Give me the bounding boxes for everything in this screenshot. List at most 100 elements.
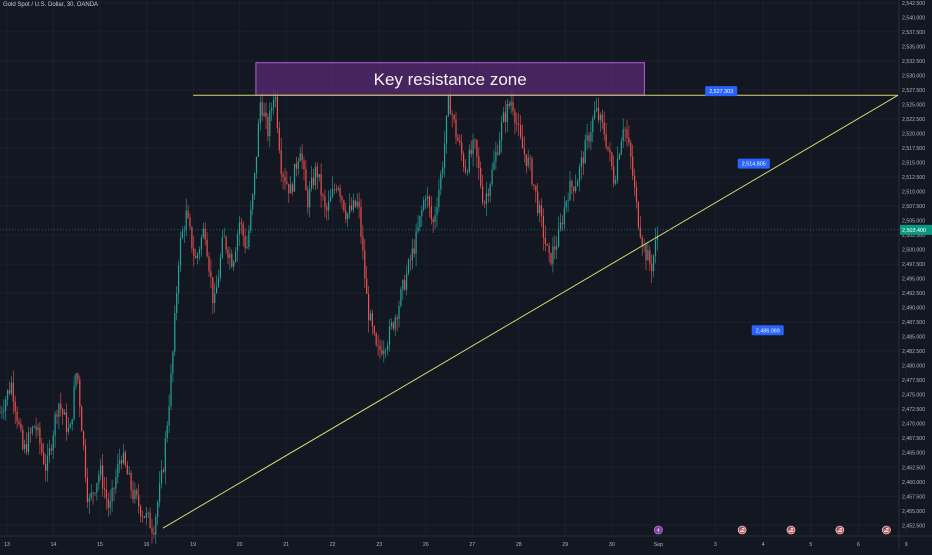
candle-body <box>379 345 381 350</box>
candle-body <box>286 181 288 184</box>
candle-body <box>314 166 316 186</box>
price-tick-label: 2,517.500 <box>902 146 925 152</box>
candle-body <box>202 228 204 238</box>
candle-body <box>392 322 394 329</box>
candle-body <box>238 222 240 235</box>
candle-body <box>556 246 558 250</box>
candle-body <box>121 460 123 464</box>
candle-body <box>575 186 577 192</box>
candle-body <box>14 401 16 412</box>
candle-body <box>645 244 647 261</box>
candle-body <box>58 403 60 417</box>
candle-body <box>318 173 320 178</box>
price-tick-label: 2,480.000 <box>902 364 925 370</box>
time-axis[interactable]: 13 14 15 16 19 20 21 22 23 26 27 28 29 30 Sep 3 4 5 6 9 <box>0 535 932 548</box>
us-flag-event-icon[interactable] <box>835 525 845 535</box>
candle-body <box>297 161 299 169</box>
candle-body <box>54 414 56 436</box>
candle-body <box>41 443 43 453</box>
us-flag-event-icon[interactable] <box>882 525 891 535</box>
candle-body <box>265 112 267 118</box>
candle-body <box>482 186 484 203</box>
candle-body <box>274 96 277 100</box>
lightning-glyph <box>656 527 660 533</box>
candle-body <box>305 169 307 191</box>
candle-body <box>428 196 430 207</box>
candle-body <box>480 168 482 187</box>
price-tick-label: 2,527.500 <box>902 88 925 94</box>
candle-body <box>293 163 296 192</box>
candle-body <box>345 210 347 220</box>
time-tick-label: 30 <box>609 542 615 548</box>
candle-body <box>94 492 96 494</box>
candle-body <box>105 489 107 499</box>
candle-body <box>96 483 98 493</box>
time-tick-label: 16 <box>144 542 150 548</box>
candle-body <box>455 119 457 138</box>
candle-body <box>236 234 239 252</box>
candle-body <box>107 498 109 508</box>
current-price-tag[interactable] <box>900 224 932 235</box>
candle-body <box>331 189 334 197</box>
resistance-zone[interactable] <box>255 62 645 96</box>
candle-body <box>335 189 337 190</box>
candle-body <box>529 157 531 159</box>
price-target-label[interactable] <box>705 86 738 97</box>
candle-body <box>417 226 419 232</box>
candle-body <box>597 107 600 120</box>
candle-body <box>641 237 643 246</box>
candle-body <box>596 107 598 111</box>
candle-body <box>607 146 609 150</box>
candle-body <box>373 326 375 334</box>
candle-body <box>330 196 332 202</box>
candle-body <box>282 174 284 178</box>
trendline-rising-support[interactable] <box>162 94 899 529</box>
flag-stripe <box>788 530 794 532</box>
candle-body <box>216 287 218 294</box>
candle-body <box>90 492 92 498</box>
candle-body <box>292 184 294 192</box>
candle-body <box>578 167 581 182</box>
candle-body <box>111 487 113 502</box>
candle-body <box>622 129 624 142</box>
candle-body <box>271 107 273 111</box>
time-tick-label: 4 <box>762 542 765 548</box>
candle-body <box>413 248 415 254</box>
candle-body <box>537 191 539 214</box>
candle-body <box>535 185 537 192</box>
candle-body <box>350 205 353 210</box>
candle-body <box>533 184 535 186</box>
time-tick-label: 29 <box>562 542 568 548</box>
price-axis[interactable]: 2,452.500 2,455.000 2,457.500 2,460.000 2,46… <box>898 0 932 550</box>
price-target-label[interactable] <box>737 158 770 169</box>
candle-body <box>198 249 201 254</box>
candle-body <box>143 516 145 518</box>
candle-body <box>200 237 202 250</box>
candle-body <box>322 195 324 197</box>
price-target-label[interactable] <box>751 325 784 336</box>
candle-body <box>267 117 269 137</box>
candle-body <box>613 166 615 184</box>
candle-body <box>527 157 529 166</box>
candle-body <box>276 96 278 129</box>
price-tick-label: 2,452.500 <box>902 523 925 529</box>
candle-body <box>217 277 220 288</box>
candle-body <box>326 206 328 211</box>
candle-body <box>637 202 639 228</box>
candle-body <box>172 351 174 374</box>
us-flag-event-icon[interactable] <box>737 525 747 535</box>
overlay-layer[interactable]: Key resistance zone 2,527.303 2,514.805 2,4… <box>0 62 899 535</box>
candle-body <box>147 512 149 514</box>
candle-body <box>22 429 24 450</box>
candle-body <box>193 248 195 256</box>
candle-body <box>303 160 305 170</box>
candle-body <box>546 243 548 246</box>
candle-body <box>252 194 254 210</box>
candle-body <box>235 251 237 262</box>
us-flag-event-icon[interactable] <box>786 525 796 535</box>
price-tick-label: 2,495.000 <box>902 277 925 283</box>
candle-body <box>7 390 9 400</box>
candle-body <box>584 140 586 164</box>
